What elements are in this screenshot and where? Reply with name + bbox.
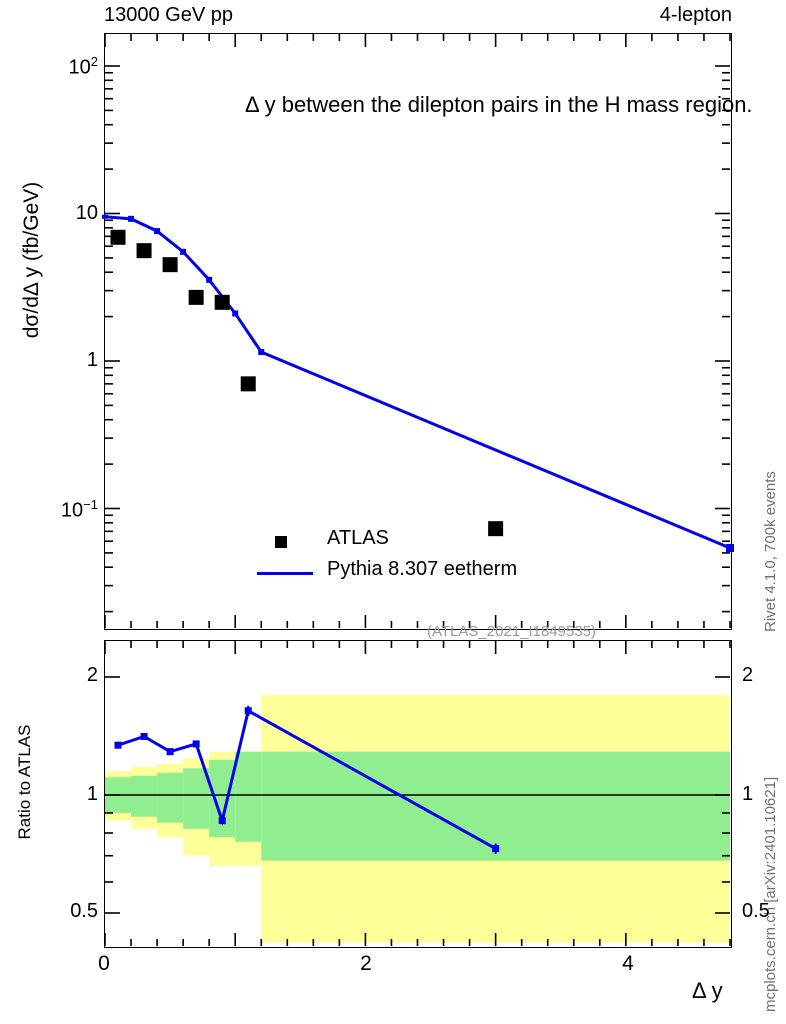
- ratio-plot-panel: [104, 640, 732, 948]
- main-plot-canvas: [102, 34, 734, 628]
- square-marker-icon: [275, 536, 287, 548]
- mc-curve-pythia: [104, 215, 731, 550]
- xaxis-title: Δ y: [692, 978, 723, 1003]
- ytick-1: 1: [86, 349, 98, 371]
- ytick-1e-1: 10−1: [60, 497, 98, 522]
- ytick-1e2: 102: [68, 54, 98, 79]
- plot-title: Δ y between the dilepton pairs in the H …: [245, 92, 753, 117]
- legend-label-atlas: ATLAS: [327, 527, 389, 549]
- analysis-watermark: (ATLAS_2021_I1849535): [427, 623, 597, 640]
- main-plot-panel: Δ y between the dilepton pairs in the H …: [102, 33, 753, 640]
- ratio-ytick-0p5-right: 0.5: [742, 900, 770, 922]
- xtick-2: 2: [360, 952, 372, 975]
- main-yaxis-title: dσ/dΔ y (fb/GeV): [20, 181, 43, 339]
- ytick-10: 10: [75, 202, 98, 224]
- atlas-data-markers: [110, 229, 504, 537]
- ratio-ytick-2-right: 2: [742, 664, 754, 686]
- uncertainty-band-inner: [105, 751, 730, 861]
- line-marker-icon: [257, 572, 313, 575]
- ratio-ytick-1: 1: [86, 783, 98, 805]
- ratio-plot-canvas: [105, 641, 731, 946]
- main-axis-ticks: [104, 34, 731, 628]
- ratio-axis-ticks: [105, 641, 731, 946]
- xtick-4: 4: [622, 952, 634, 975]
- ratio-ytick-2: 2: [86, 664, 98, 686]
- ratio-ytick-1-right: 1: [742, 783, 754, 805]
- credit-source: mcplots.cern.ch [arXiv:2401.10621]: [762, 776, 779, 1012]
- xtick-0: 0: [98, 952, 110, 975]
- header-beam-label: 13000 GeV pp: [104, 4, 233, 26]
- ratio-ytick-0p5: 0.5: [70, 900, 98, 922]
- header-channel-label: 4-lepton: [659, 4, 732, 26]
- ratio-yaxis-title: Ratio to ATLAS: [15, 724, 34, 840]
- ratio-point-markers: [114, 705, 500, 854]
- credit-generator: Rivet 4.1.0, 700k events: [762, 471, 779, 632]
- mc-point-markers: [102, 214, 734, 552]
- main-ytick-labels: 102 10 1 10−1 2 1 0.5: [0, 0, 98, 1024]
- legend-label-pythia: Pythia 8.307 eetherm: [327, 558, 518, 580]
